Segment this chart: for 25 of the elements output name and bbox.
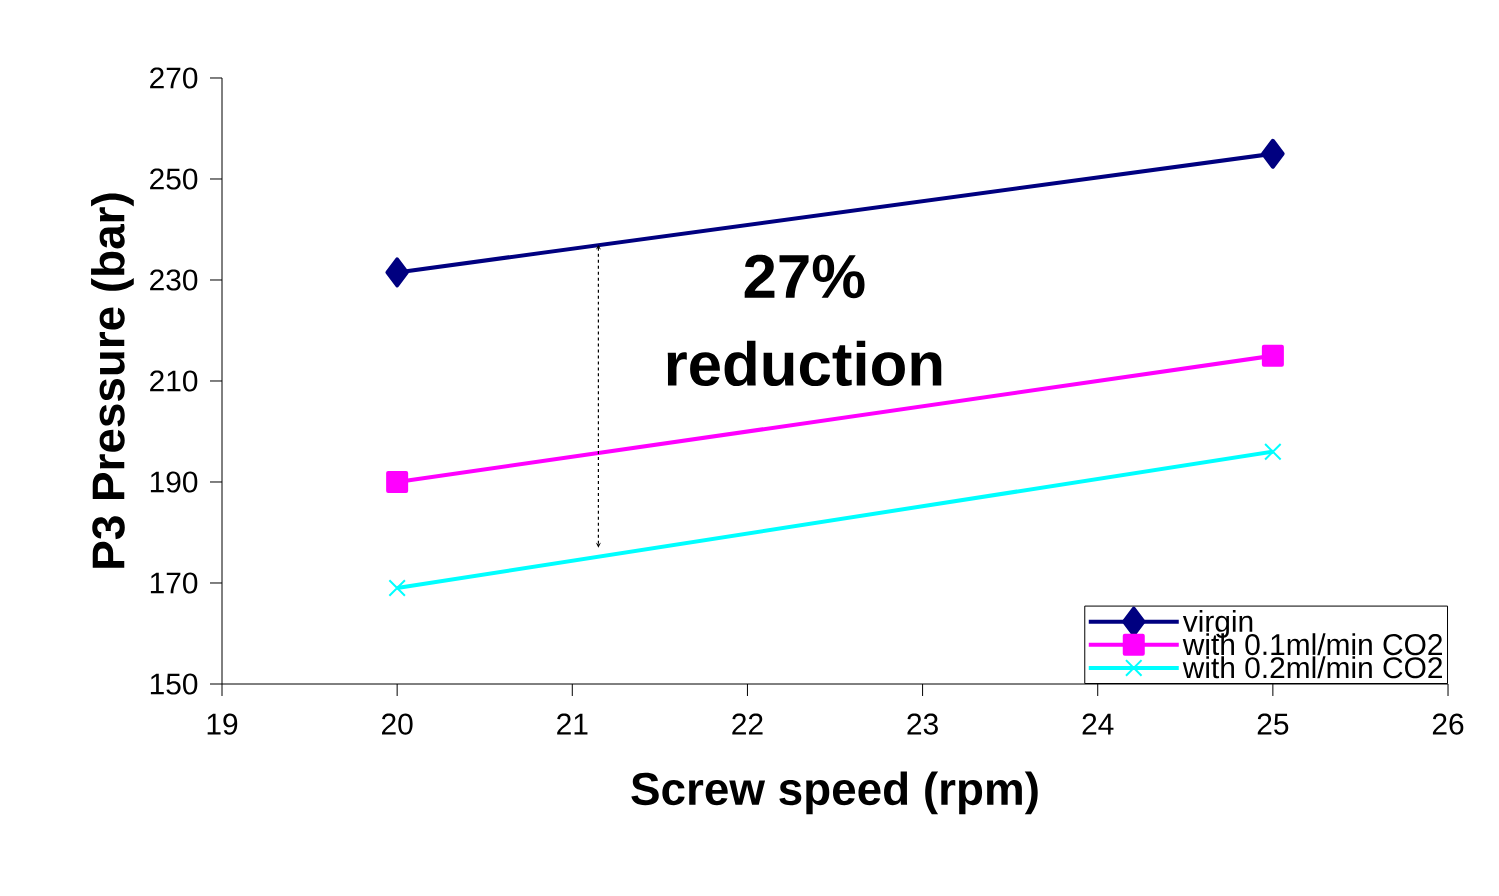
point bbox=[388, 579, 406, 597]
point bbox=[1261, 138, 1285, 169]
y-tick-label: 270 bbox=[150, 67, 198, 89]
point bbox=[385, 257, 409, 288]
x-tick-label: 19 bbox=[207, 713, 238, 735]
x-tick-label: 21 bbox=[557, 713, 588, 735]
y-tick-label: 250 bbox=[150, 168, 198, 190]
y-tick-label: 190 bbox=[150, 471, 198, 493]
x-tick-label: 26 bbox=[1432, 713, 1464, 735]
y-tick-label: 230 bbox=[150, 269, 198, 291]
annotation: 27% reduction bbox=[667, 254, 942, 387]
x-tick-label: 25 bbox=[1257, 713, 1289, 735]
y-tick-label: 210 bbox=[150, 370, 198, 392]
point bbox=[1261, 344, 1284, 367]
point bbox=[386, 471, 409, 493]
y-tick-label: 150 bbox=[150, 673, 198, 695]
x-tick-label: 22 bbox=[732, 713, 763, 735]
y-axis-title: P3 Pressure (bar) bbox=[91, 193, 134, 568]
x-tick-label: 23 bbox=[907, 713, 938, 735]
legend-label: with 0.2ml/min CO2 bbox=[1182, 656, 1442, 679]
x-tick-label: 20 bbox=[382, 713, 413, 735]
y-tick-label: 170 bbox=[150, 572, 198, 594]
point bbox=[1264, 442, 1282, 461]
x-axis-title: Screw speed (rpm) bbox=[631, 771, 1038, 815]
x-tick-label: 24 bbox=[1082, 713, 1114, 735]
